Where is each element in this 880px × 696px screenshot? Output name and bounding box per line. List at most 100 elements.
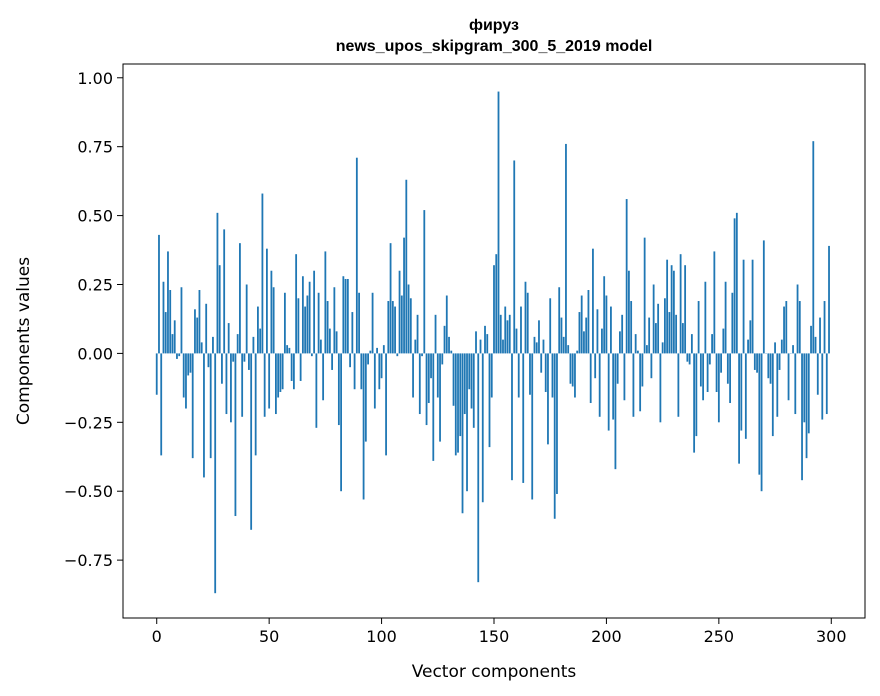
bar [277, 353, 280, 398]
bar [695, 353, 698, 437]
bar [308, 281, 311, 354]
bar [295, 254, 298, 354]
bar [337, 353, 340, 426]
bar [569, 353, 572, 384]
bar [252, 336, 255, 354]
bar [592, 248, 594, 354]
bar [583, 331, 585, 354]
bar [459, 353, 462, 437]
bar [297, 298, 300, 354]
bar [549, 298, 552, 354]
bar [801, 353, 803, 481]
bar [672, 270, 675, 354]
bar [346, 278, 349, 354]
bar [230, 353, 232, 423]
bar [439, 353, 441, 442]
bar [807, 353, 810, 434]
bar [382, 345, 385, 354]
bar [292, 353, 295, 390]
bar [722, 328, 725, 354]
bar [214, 353, 217, 594]
bar [468, 353, 471, 390]
bar [432, 353, 435, 461]
y-tick-label: 0.50 [77, 207, 113, 226]
bar [266, 248, 268, 354]
bar [425, 353, 428, 426]
bar [427, 353, 430, 404]
bar [434, 314, 437, 354]
bar [250, 353, 253, 530]
bar [735, 212, 738, 354]
bar [751, 259, 754, 354]
bar [463, 353, 466, 415]
bar [675, 314, 678, 354]
bar [538, 320, 540, 354]
bar [394, 306, 396, 354]
bar [254, 353, 257, 456]
bar [641, 353, 644, 387]
bar [340, 353, 342, 492]
bar [479, 339, 482, 354]
bar [349, 353, 351, 368]
bar [218, 265, 221, 354]
bar [697, 301, 700, 354]
bar [677, 353, 680, 417]
x-tick-label: 0 [152, 627, 162, 646]
bar [272, 287, 275, 354]
bar [504, 306, 507, 354]
bar [594, 353, 597, 379]
bar [445, 295, 448, 354]
bar [792, 345, 794, 354]
bar [776, 353, 779, 417]
bar [753, 353, 756, 370]
bar [684, 265, 687, 354]
bar [749, 320, 752, 354]
bar [452, 353, 455, 406]
bar [742, 259, 745, 354]
bar [828, 245, 830, 354]
y-tick-label: 0.00 [77, 344, 113, 363]
bar [688, 353, 691, 365]
bar [475, 331, 477, 354]
bar [387, 301, 390, 354]
bar [551, 353, 554, 398]
bar [769, 353, 772, 384]
bar [486, 334, 489, 354]
bar [171, 334, 174, 354]
bar [702, 353, 705, 401]
bar [634, 334, 637, 354]
bar [531, 353, 534, 500]
bar [416, 314, 419, 354]
bar [396, 353, 399, 357]
bar [601, 328, 603, 354]
bar [221, 353, 223, 384]
bar [160, 353, 163, 456]
bar [355, 157, 358, 354]
bar [558, 287, 561, 354]
bar [767, 353, 770, 379]
bar [367, 353, 369, 365]
bar [562, 336, 565, 354]
bar [542, 339, 545, 354]
bar [313, 270, 316, 354]
y-axis-ticks: −0.75 −0.50 −0.25 0.00 0.25 0.50 0.75 1.00 [64, 69, 123, 570]
bar [335, 331, 338, 354]
x-axis-ticks: 0 50 100 150 200 250 300 [152, 618, 847, 646]
x-tick-label: 250 [704, 627, 735, 646]
bar [663, 298, 666, 354]
bar [711, 334, 713, 354]
bar [787, 353, 790, 401]
bar [331, 353, 334, 370]
bar [540, 353, 543, 373]
bar [771, 353, 774, 437]
bar [409, 298, 412, 354]
bar [209, 353, 212, 459]
bar [362, 353, 365, 500]
bar [283, 292, 286, 354]
bar [328, 328, 331, 354]
bar [810, 325, 812, 354]
bar [484, 325, 486, 354]
bar [819, 317, 821, 354]
